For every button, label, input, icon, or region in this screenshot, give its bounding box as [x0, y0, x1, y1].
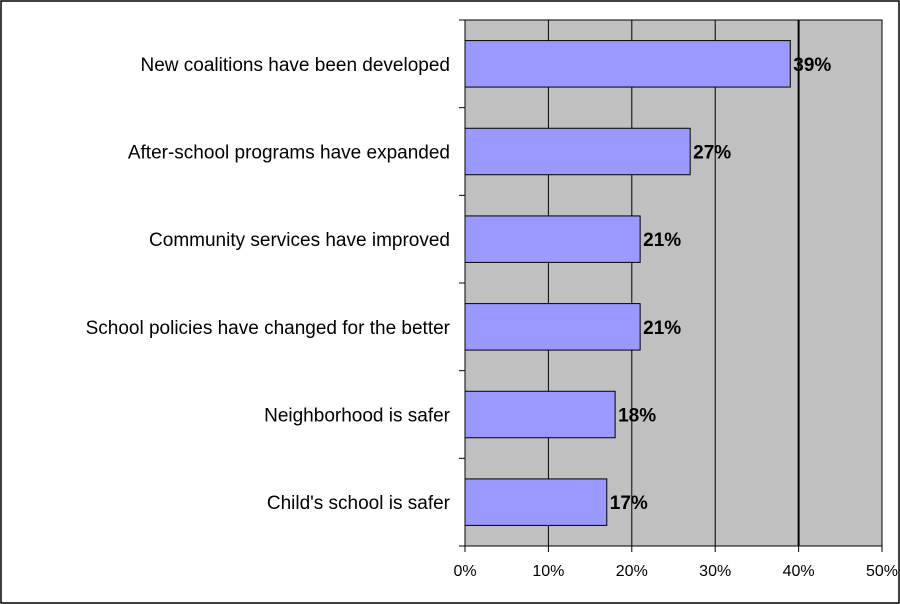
x-tick-label: 10%: [532, 563, 564, 580]
category-label: School policies have changed for the bet…: [86, 318, 451, 339]
x-tick-label: 0%: [453, 563, 476, 580]
data-label: 39%: [793, 55, 831, 76]
bar: [464, 303, 641, 351]
data-label: 21%: [643, 318, 681, 339]
category-label: Neighborhood is safer: [264, 406, 451, 427]
x-tick-label: 50%: [866, 563, 898, 580]
bar: [464, 390, 616, 439]
data-label: 17%: [610, 493, 648, 514]
category-label: New coalitions have been developed: [141, 55, 451, 76]
data-label: 27%: [693, 143, 731, 164]
category-label: Child's school is safer: [267, 493, 451, 514]
x-tick-label: 20%: [616, 563, 648, 580]
bar: [464, 478, 608, 526]
data-label: 21%: [643, 230, 681, 251]
category-label: After-school programs have expanded: [128, 143, 450, 164]
x-tick-label: 40%: [783, 563, 815, 580]
data-label: 18%: [618, 406, 656, 427]
bar: [464, 215, 641, 263]
bar: [464, 40, 791, 88]
bar: [464, 127, 691, 176]
plot-area: [464, 19, 883, 547]
category-label: Community services have improved: [149, 230, 450, 251]
x-tick-label: 30%: [699, 563, 731, 580]
